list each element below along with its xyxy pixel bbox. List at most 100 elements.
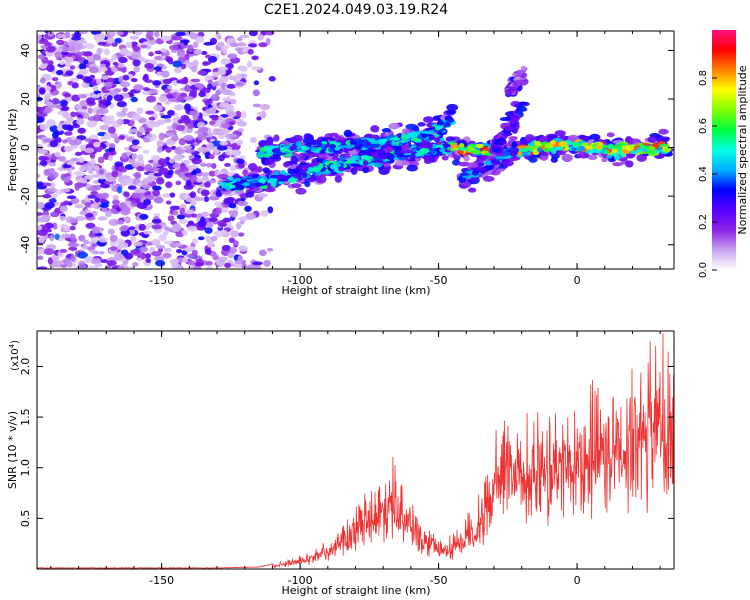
heatmap-cell: [258, 177, 266, 184]
heatmap-cell: [63, 200, 70, 206]
heatmap-cell: [478, 162, 485, 167]
heatmap-cell: [163, 247, 172, 253]
heatmap-cell: [273, 134, 280, 142]
heatmap-cell: [61, 123, 73, 131]
heatmap-cell: [264, 158, 274, 165]
heatmap-cell: [447, 118, 454, 123]
heatmap-cell: [197, 117, 204, 123]
heatmap-cell: [521, 150, 528, 157]
heatmap-cell: [169, 192, 176, 198]
heatmap-cell: [207, 132, 214, 138]
heatmap-cell: [114, 161, 124, 167]
heatmap-cell: [63, 145, 74, 152]
heatmap-cell: [90, 190, 99, 196]
x-tick-label: -100: [288, 274, 313, 287]
heatmap-cell: [190, 170, 197, 176]
heatmap-cell: [162, 252, 172, 259]
heatmap-cell: [85, 222, 96, 229]
heatmap-cell: [178, 137, 187, 146]
heatmap-cell: [225, 149, 235, 156]
heatmap-cell: [91, 226, 101, 234]
heatmap-cell: [147, 133, 153, 138]
heatmap-cell: [47, 60, 54, 66]
heatmap-cell: [163, 240, 173, 245]
heatmap-cell: [377, 149, 386, 157]
heatmap-ticks: -150 -100 -50 0 -40 -20 0 20 40: [19, 31, 674, 287]
heatmap-cell: [109, 31, 116, 37]
heatmap-cell: [99, 183, 110, 189]
heatmap-cell: [490, 159, 501, 164]
heatmap-cell: [244, 205, 252, 212]
heatmap-cell: [185, 246, 196, 251]
heatmap-cell: [399, 149, 412, 154]
heatmap-cell: [86, 120, 97, 128]
heatmap-cell: [179, 166, 189, 173]
heatmap-cell: [162, 78, 173, 84]
heatmap-cell: [37, 266, 48, 269]
heatmap-cell: [118, 167, 128, 173]
heatmap-cell: [318, 162, 324, 169]
heatmap-cell: [570, 147, 579, 151]
heatmap-cell: [112, 61, 119, 66]
heatmap-cell: [264, 186, 276, 193]
heatmap-cell: [186, 128, 193, 134]
heatmap-cell: [49, 140, 59, 148]
heatmap-cell: [154, 56, 162, 61]
heatmap-cell: [577, 134, 587, 140]
heatmap-cell: [290, 155, 299, 164]
heatmap-cell: [90, 257, 102, 264]
heatmap-cell: [121, 107, 128, 113]
heatmap-cell: [43, 101, 53, 106]
heatmap-cell: [229, 92, 236, 97]
heatmap-cell: [108, 218, 120, 226]
heatmap-cell: [235, 110, 242, 119]
heatmap-cell: [49, 193, 59, 199]
heatmap-cell: [48, 173, 55, 180]
colorbar-label: Normalized spectral amplitude: [736, 65, 749, 234]
heatmap-cell: [91, 173, 101, 178]
heatmap-cell: [148, 89, 159, 94]
heatmap-cell: [293, 168, 300, 174]
heatmap-cell: [44, 94, 51, 102]
heatmap-cell: [334, 146, 341, 151]
heatmap-cell: [252, 261, 263, 266]
heatmap-cell: [217, 41, 225, 48]
heatmap-cell: [62, 177, 71, 183]
heatmap-cell: [174, 242, 183, 247]
heatmap-cell: [441, 143, 451, 148]
heatmap-cell: [561, 153, 574, 162]
heatmap-cell: [51, 77, 59, 82]
heatmap-cell: [417, 122, 426, 127]
heatmap-cell: [458, 179, 466, 183]
heatmap-cell: [296, 169, 307, 176]
heatmap-cell: [200, 189, 210, 197]
colorbar-scale: [712, 30, 736, 270]
heatmap-cell: [512, 82, 519, 89]
heatmap-cell: [136, 107, 144, 114]
heatmap-cell: [276, 174, 287, 181]
heatmap-cell: [119, 175, 131, 180]
heatmap-cell: [142, 75, 149, 82]
heatmap-cell: [66, 195, 77, 200]
heatmap-cell: [236, 42, 247, 47]
heatmap-cell: [168, 44, 179, 51]
heatmap-cell: [106, 260, 117, 266]
heatmap-cell: [56, 81, 63, 89]
heatmap-cell: [118, 75, 124, 83]
heatmap-cell: [101, 75, 109, 80]
heatmap-cell: [62, 45, 68, 53]
heatmap-cell: [74, 104, 83, 110]
x-tick-label: -50: [430, 274, 448, 287]
heatmap-cell: [169, 205, 181, 211]
heatmap-cell: [201, 172, 210, 177]
heatmap-cell: [521, 149, 528, 153]
heatmap-cell: [111, 67, 119, 73]
heatmap-cell: [175, 180, 182, 186]
heatmap-cell: [208, 217, 218, 222]
heatmap-cell: [78, 156, 85, 163]
heatmap-cell: [37, 212, 44, 216]
heatmap-cell: [197, 121, 206, 129]
heatmap-cell: [39, 77, 46, 84]
heatmap-cell: [97, 216, 108, 221]
x-tick-label: -100: [288, 574, 313, 587]
